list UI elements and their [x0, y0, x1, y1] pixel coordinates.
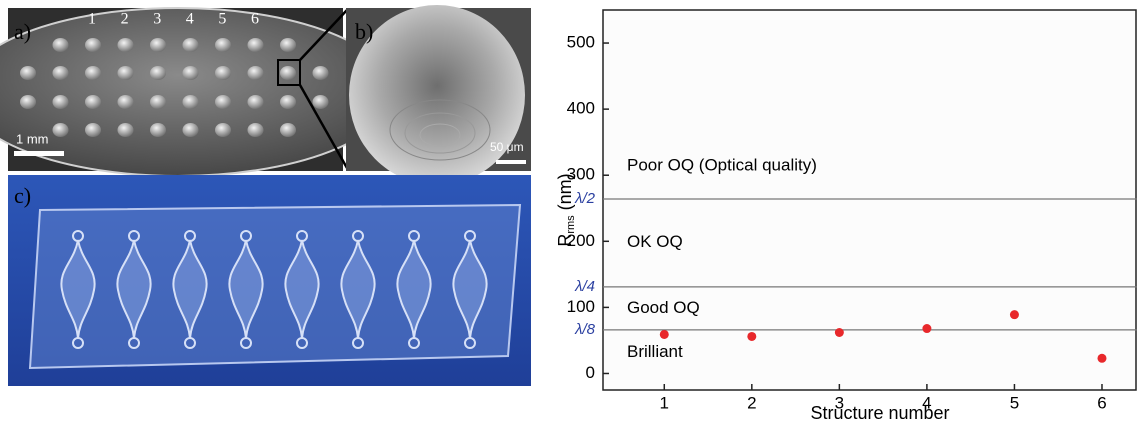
figure: a) 123456 1 mm b) 50 μm c) d) Structure …	[0, 0, 1137, 429]
dimple	[150, 66, 166, 80]
point	[835, 328, 844, 337]
dimple	[53, 123, 69, 137]
column-number: 4	[186, 11, 194, 28]
dimple	[150, 95, 166, 109]
dimple	[85, 66, 101, 80]
point	[922, 324, 931, 333]
column-number: 5	[218, 11, 226, 28]
dimple	[118, 38, 134, 52]
panel-b: b) 50 μm	[346, 5, 531, 185]
dimple	[85, 95, 101, 109]
x-tick-label: 3	[835, 393, 844, 412]
dimple	[313, 95, 329, 109]
dimple	[280, 123, 296, 137]
dimple	[313, 66, 329, 80]
plot-area	[603, 10, 1136, 390]
dimple	[183, 38, 199, 52]
dimple	[183, 123, 199, 137]
column-number: 6	[251, 11, 259, 28]
y-tick-label: 0	[586, 363, 595, 382]
zone-label: OK OQ	[627, 232, 683, 251]
point	[1097, 354, 1106, 363]
y-tick-label: 500	[567, 33, 595, 52]
scale-label: 1 mm	[16, 131, 49, 146]
point	[747, 332, 756, 341]
x-tick-label: 2	[747, 393, 756, 412]
scale-bar	[14, 151, 64, 156]
reference-label: λ/4	[574, 278, 595, 295]
y-tick-label: 300	[567, 165, 595, 184]
y-tick-label: 100	[567, 297, 595, 316]
dimple	[280, 38, 296, 52]
dimple	[118, 66, 134, 80]
chart: d) Structure number Rrms(nm) 01002003004…	[555, 10, 1137, 423]
dish	[0, 8, 393, 176]
dimple	[118, 123, 134, 137]
dimple	[183, 95, 199, 109]
point	[660, 330, 669, 339]
point	[1010, 310, 1019, 319]
dimple	[53, 38, 69, 52]
dimple	[215, 66, 231, 80]
dimple	[215, 95, 231, 109]
page: {"panels": { "a": {"label": "a)", "numbe…	[0, 0, 1137, 429]
x-tick-label: 1	[660, 393, 669, 412]
dimple	[280, 95, 296, 109]
dimple	[85, 123, 101, 137]
dimple	[248, 95, 264, 109]
panel-label: b)	[355, 19, 373, 44]
dimple	[248, 123, 264, 137]
panel-a: a) 1 2 3 4 5 6 1 mm	[0, 8, 393, 176]
dimple	[248, 38, 264, 52]
zone-label: Poor OQ (Optical quality)	[627, 155, 817, 174]
x-tick-label: 5	[1010, 393, 1019, 412]
dimple	[20, 66, 36, 80]
dimple	[215, 123, 231, 137]
zone-label: Brilliant	[627, 342, 683, 361]
dimple	[150, 123, 166, 137]
dimple	[85, 38, 101, 52]
dimple	[118, 95, 134, 109]
x-tick-label: 4	[922, 393, 931, 412]
column-number: 2	[121, 11, 129, 28]
dimple	[280, 66, 296, 80]
reference-label: λ/2	[574, 190, 596, 207]
dimple	[20, 95, 36, 109]
dimple	[183, 66, 199, 80]
reference-label: λ/8	[574, 321, 596, 338]
x-tick-label: 6	[1097, 393, 1106, 412]
dimple	[150, 38, 166, 52]
panel-label: a)	[14, 19, 31, 44]
dimple	[53, 95, 69, 109]
dimple	[215, 38, 231, 52]
y-tick-label: 200	[567, 231, 595, 250]
funnel	[349, 5, 525, 185]
y-tick-label: 400	[567, 99, 595, 118]
column-number: 3	[153, 11, 161, 28]
zone-label: Good OQ	[627, 298, 700, 317]
scale-label: 50 μm	[490, 140, 524, 154]
chip	[30, 205, 520, 368]
scale-bar	[496, 160, 526, 164]
panel-c: c)	[8, 175, 531, 386]
dimple	[248, 66, 264, 80]
dimple	[53, 66, 69, 80]
panel-label: c)	[14, 183, 31, 208]
column-number: 1	[88, 11, 96, 28]
